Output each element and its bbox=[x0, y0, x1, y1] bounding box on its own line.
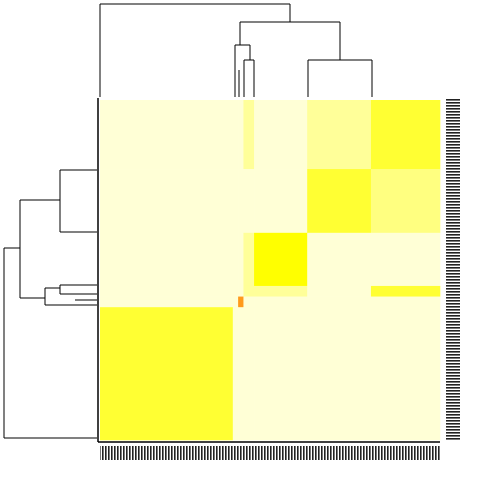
heatmap-cell bbox=[370, 307, 441, 441]
heatmap-cell bbox=[254, 100, 308, 170]
heatmap-cell bbox=[370, 232, 441, 287]
heatmap-cell bbox=[254, 285, 308, 297]
heatmap-cell bbox=[254, 232, 308, 287]
heatmap-cell bbox=[100, 169, 234, 234]
heatmap-cell bbox=[243, 296, 255, 308]
heatmap-cell bbox=[232, 285, 239, 297]
heatmap-cell bbox=[100, 285, 234, 297]
heatmap-cell bbox=[232, 307, 239, 441]
heatmap-cell bbox=[100, 296, 234, 308]
heatmap-cell bbox=[238, 285, 244, 297]
heatmap-cell bbox=[232, 169, 239, 234]
heatmap-cell bbox=[243, 307, 255, 441]
heatmap-cell bbox=[232, 232, 239, 287]
heatmap-cell bbox=[238, 232, 244, 287]
left-dendrogram bbox=[3, 169, 97, 439]
heatmap-cell bbox=[100, 100, 234, 170]
heatmap-cell bbox=[238, 307, 244, 441]
heatmap-cell bbox=[307, 232, 372, 287]
heatmap-cell bbox=[307, 285, 372, 297]
heatmap-cell bbox=[238, 100, 244, 170]
column-labels bbox=[100, 446, 440, 460]
heatmap-cell bbox=[100, 232, 234, 287]
heatmap-cell bbox=[307, 296, 372, 308]
heatmap-cell bbox=[307, 307, 372, 441]
heatmap-cell bbox=[238, 169, 244, 234]
heatmap-cells bbox=[100, 100, 441, 441]
heatmap-cell bbox=[370, 100, 441, 170]
heatmap-cell bbox=[370, 296, 441, 308]
heatmap-cell bbox=[100, 307, 234, 441]
row-labels bbox=[446, 98, 460, 440]
heatmap-cell bbox=[254, 296, 308, 308]
heatmap-cell bbox=[243, 232, 255, 287]
heatmap-cell bbox=[370, 169, 441, 234]
heatmap-cell bbox=[243, 100, 255, 170]
top-dendrogram bbox=[99, 3, 373, 97]
heatmap-cell bbox=[307, 100, 372, 170]
heatmap-cell bbox=[307, 169, 372, 234]
heatmap-cell bbox=[243, 169, 255, 234]
heatmap-cell bbox=[254, 307, 308, 441]
heatmap-cell bbox=[370, 285, 441, 297]
heatmap-cell bbox=[243, 285, 255, 297]
heatmap-cell bbox=[254, 169, 308, 234]
heatmap-cell bbox=[232, 296, 239, 308]
heatmap-cell bbox=[232, 100, 239, 170]
heatmap-cell bbox=[238, 296, 244, 308]
